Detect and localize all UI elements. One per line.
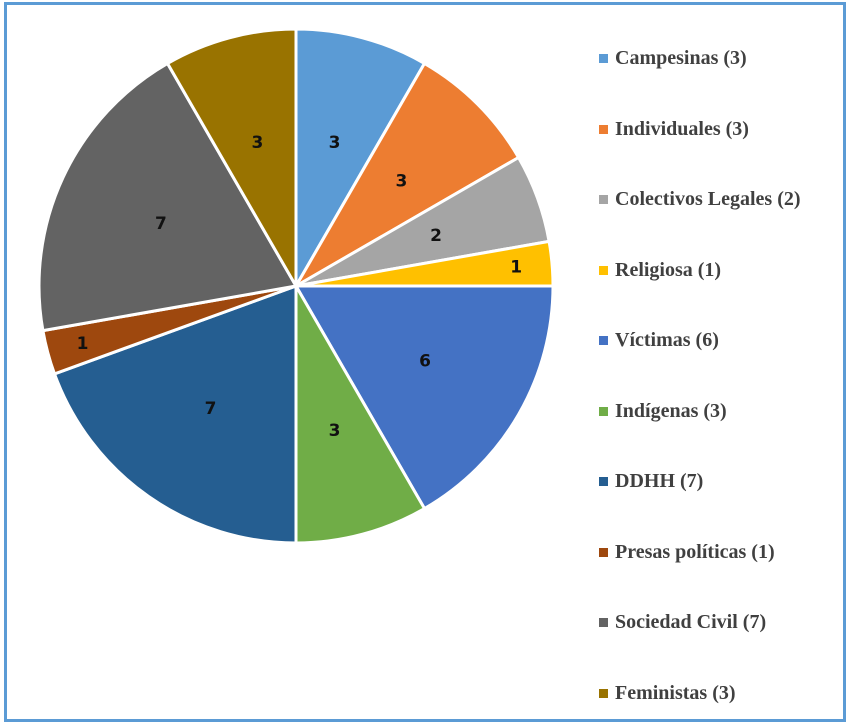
data-label-campesinas: 3: [329, 133, 341, 153]
legend-item-campesinas: Campesinas (3): [599, 46, 747, 70]
pie-slice-campesinas: [294, 27, 427, 292]
data-label-sociedad-civil: 7: [155, 214, 167, 234]
pie-slice-sociedad-civil: [37, 61, 299, 333]
pie-slice-individuales: [291, 61, 521, 291]
legend-label-victimas: Víctimas (6): [615, 328, 719, 351]
data-label-individuales: 3: [395, 172, 407, 192]
legend-swatch-colectivos-legales: [599, 194, 608, 204]
data-label-indigenas: 3: [329, 421, 341, 441]
legend-item-religiosa: Religiosa (1): [599, 258, 721, 282]
data-label-presas-politicas: 1: [77, 334, 89, 354]
data-label-feministas: 3: [251, 133, 263, 153]
pie-slice-victimas: [293, 284, 555, 511]
legend-item-ddhh: DDHH (7): [599, 469, 703, 493]
legend-label-feministas: Feministas (3): [615, 681, 736, 704]
legend-swatch-ddhh: [599, 476, 608, 486]
pie-chart: 3 3 2 1 6 3 7 1 7 3: [37, 27, 555, 545]
legend-label-sociedad-civil: Sociedad Civil (7): [615, 610, 767, 633]
legend-label-religiosa: Religiosa (1): [615, 258, 722, 281]
legend-swatch-presas-politicas: [599, 547, 608, 557]
legend-label-individuales: Individuales (3): [615, 117, 749, 140]
legend-item-victimas: Víctimas (6): [599, 328, 719, 352]
legend-label-colectivos-legales: Colectivos Legales (2): [615, 187, 801, 210]
legend-label-presas-politicas: Presas políticas (1): [615, 540, 775, 563]
pie-slice-ddhh: [52, 283, 298, 545]
legend-label-indigenas: Indígenas (3): [615, 399, 727, 422]
legend-item-presas-politicas: Presas políticas (1): [599, 540, 775, 564]
legend-swatch-victimas: [599, 335, 608, 345]
data-label-colectivos-legales: 2: [430, 226, 442, 246]
data-label-religiosa: 1: [510, 258, 522, 278]
legend-item-individuales: Individuales (3): [599, 117, 749, 141]
chart-frame: 3 3 2 1 6 3 7 1 7 3 Campesinas (3) Individuales (…: [4, 2, 846, 722]
legend-item-feministas: Feministas (3): [599, 681, 736, 705]
legend-swatch-campesinas: [599, 53, 608, 63]
legend-swatch-individuales: [599, 124, 608, 134]
legend-item-indigenas: Indígenas (3): [599, 399, 727, 423]
legend-label-campesinas: Campesinas (3): [615, 46, 747, 69]
legend-swatch-sociedad-civil: [599, 617, 608, 627]
legend-swatch-indigenas: [599, 406, 608, 416]
pie-slice-indigenas: [294, 280, 427, 545]
legend-swatch-feministas: [599, 688, 608, 698]
legend-swatch-religiosa: [599, 265, 608, 275]
data-label-ddhh: 7: [205, 399, 217, 419]
data-label-victimas: 6: [419, 352, 431, 372]
pie-slice-feministas: [165, 27, 298, 292]
legend-item-sociedad-civil: Sociedad Civil (7): [599, 610, 766, 634]
legend-label-ddhh: DDHH (7): [615, 469, 704, 492]
legend-item-colectivos-legales: Colectivos Legales (2): [599, 187, 801, 211]
